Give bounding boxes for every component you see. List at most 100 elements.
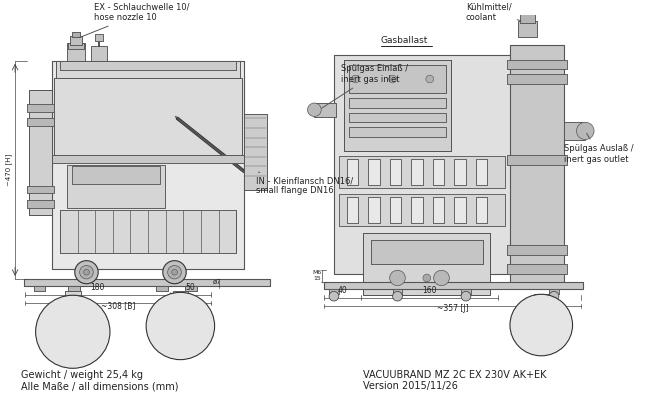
Bar xyxy=(68,286,80,291)
Bar xyxy=(67,164,164,208)
Bar xyxy=(549,289,559,294)
Circle shape xyxy=(146,292,214,360)
Bar xyxy=(411,197,423,223)
Text: VACUUBRAND MZ 2C EX 230V AK+EK
Version 2015/11/26: VACUUBRAND MZ 2C EX 230V AK+EK Version 2… xyxy=(363,370,547,391)
Bar xyxy=(507,74,567,84)
Bar xyxy=(53,326,92,337)
Bar xyxy=(348,65,447,93)
Bar xyxy=(24,279,270,286)
Bar xyxy=(54,78,242,155)
Bar xyxy=(348,113,447,122)
Bar xyxy=(454,197,466,223)
Bar xyxy=(339,156,505,187)
Bar xyxy=(411,159,423,185)
Bar xyxy=(348,127,447,137)
Bar xyxy=(507,245,567,255)
Bar xyxy=(507,74,567,84)
Text: 15: 15 xyxy=(313,277,321,282)
Circle shape xyxy=(329,291,339,301)
Bar xyxy=(344,60,451,151)
Bar xyxy=(27,200,54,208)
Bar xyxy=(92,46,107,61)
Text: 40: 40 xyxy=(338,286,348,296)
Bar xyxy=(96,34,103,41)
Bar xyxy=(329,289,339,294)
Text: 160: 160 xyxy=(422,286,437,296)
Bar xyxy=(411,197,423,223)
Bar xyxy=(27,104,54,112)
Bar xyxy=(65,291,81,305)
Bar xyxy=(185,286,197,291)
Bar xyxy=(534,294,548,306)
Circle shape xyxy=(352,75,359,83)
Circle shape xyxy=(389,75,396,83)
Bar xyxy=(389,197,402,223)
Bar xyxy=(371,240,482,265)
Bar xyxy=(346,197,358,223)
Bar xyxy=(72,32,80,37)
Bar xyxy=(346,197,358,223)
Bar xyxy=(315,103,336,118)
Circle shape xyxy=(393,291,402,301)
Bar xyxy=(334,55,520,274)
Bar xyxy=(27,186,54,194)
Bar xyxy=(507,60,567,69)
Bar xyxy=(96,34,103,41)
Bar xyxy=(564,122,585,140)
Circle shape xyxy=(80,266,94,279)
Bar xyxy=(339,194,505,226)
Bar xyxy=(185,286,197,291)
Bar xyxy=(346,159,358,185)
Text: M6: M6 xyxy=(312,270,321,275)
Circle shape xyxy=(461,291,471,301)
Bar xyxy=(56,61,240,78)
Bar xyxy=(348,113,447,122)
Bar xyxy=(60,61,236,70)
Text: ~308 [B]: ~308 [B] xyxy=(101,301,135,310)
Bar xyxy=(52,61,244,269)
Bar xyxy=(334,55,520,274)
Bar xyxy=(339,156,505,187)
Bar xyxy=(315,103,336,118)
Bar xyxy=(433,197,445,223)
Circle shape xyxy=(307,103,321,116)
Circle shape xyxy=(172,269,177,275)
Text: EX - Schlauchwelle 10/
hose nozzle 10: EX - Schlauchwelle 10/ hose nozzle 10 xyxy=(79,3,190,38)
Bar xyxy=(67,44,85,61)
Bar xyxy=(67,164,164,208)
Bar xyxy=(368,159,380,185)
Bar xyxy=(92,46,107,61)
Bar xyxy=(29,90,52,215)
Bar xyxy=(56,61,240,78)
Bar xyxy=(324,282,583,289)
Bar xyxy=(72,166,160,184)
Bar xyxy=(393,289,402,294)
Bar xyxy=(244,113,267,190)
Bar xyxy=(244,113,267,190)
Bar xyxy=(433,159,445,185)
Text: ø7: ø7 xyxy=(213,279,222,285)
Bar xyxy=(368,159,380,185)
Bar xyxy=(24,279,270,286)
Bar xyxy=(454,197,466,223)
Circle shape xyxy=(549,291,559,301)
Bar xyxy=(72,166,160,184)
Bar xyxy=(507,245,567,255)
Bar xyxy=(346,159,358,185)
Circle shape xyxy=(434,270,449,286)
Circle shape xyxy=(168,266,181,279)
Bar xyxy=(534,294,548,306)
Bar xyxy=(70,36,82,45)
Bar xyxy=(393,289,402,294)
Bar xyxy=(60,61,236,70)
Bar xyxy=(34,286,46,291)
Text: 50: 50 xyxy=(185,284,195,293)
Bar xyxy=(433,197,445,223)
Text: ~470 [H]: ~470 [H] xyxy=(5,154,12,186)
Bar xyxy=(324,282,583,289)
Bar xyxy=(52,155,244,163)
Text: Gewicht / weight 25,4 kg
Alle Maße / all dimensions (mm): Gewicht / weight 25,4 kg Alle Maße / all… xyxy=(21,370,179,391)
Bar xyxy=(67,44,85,61)
Bar xyxy=(411,159,423,185)
Bar xyxy=(454,159,466,185)
